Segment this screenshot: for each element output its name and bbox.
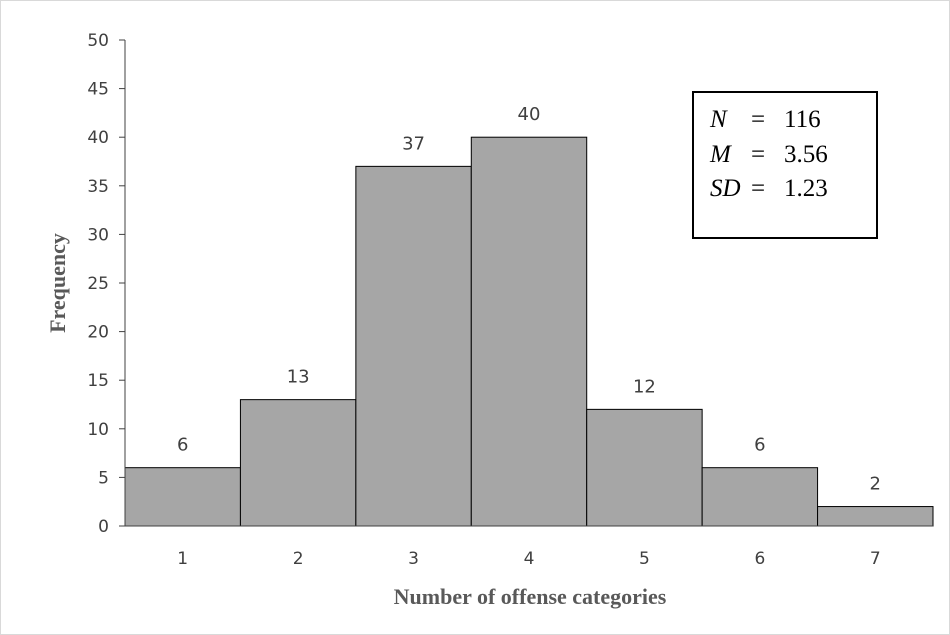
stat-sd-key: SD xyxy=(710,175,741,202)
x-tick-label-3: 3 xyxy=(408,549,419,569)
stat-m: M = 3.56 xyxy=(709,141,828,168)
x-tick-label-5: 5 xyxy=(639,549,650,569)
stat-sd: SD = 1.23 xyxy=(710,175,828,202)
stat-n: N = 116 xyxy=(709,106,821,133)
y-tick-label-35: 35 xyxy=(87,177,109,197)
y-tick-label-45: 45 xyxy=(87,80,109,100)
stat-m-value: 3.56 xyxy=(784,141,828,168)
bar-5 xyxy=(586,408,703,527)
data-label-2: 13 xyxy=(287,367,310,388)
x-tick-label-7: 7 xyxy=(870,549,881,569)
stats-box-border xyxy=(692,91,878,239)
data-label-1: 6 xyxy=(177,435,188,456)
y-tick-label-50: 50 xyxy=(87,31,109,51)
data-label-4: 40 xyxy=(518,104,541,125)
stat-m-key: M xyxy=(709,141,732,168)
stats-box: N = 116 M = 3.56 SD = 1.23 xyxy=(692,91,878,239)
y-axis-title: Frequency xyxy=(45,233,70,333)
stat-n-key: N xyxy=(709,106,728,133)
x-tick-label-6: 6 xyxy=(754,549,765,569)
data-label-6: 6 xyxy=(754,435,765,456)
data-label-5: 12 xyxy=(633,376,656,397)
y-tick-label-15: 15 xyxy=(87,371,109,391)
data-labels-group: 6 13 37 40 12 6 2 xyxy=(177,104,881,494)
bar-6 xyxy=(701,467,819,527)
x-tick-label-2: 2 xyxy=(293,549,304,569)
bar-7 xyxy=(817,506,934,527)
bar-2 xyxy=(239,399,357,527)
bars-group xyxy=(124,136,934,527)
stat-sd-eq: = xyxy=(751,175,765,202)
x-tick-label-1: 1 xyxy=(177,549,188,569)
stat-n-eq: = xyxy=(751,106,765,133)
bar-3 xyxy=(355,165,472,527)
x-ticks-group: 1 2 3 4 5 6 7 xyxy=(125,525,933,569)
y-tick-label-30: 30 xyxy=(87,225,109,245)
bar-4 xyxy=(470,136,588,527)
x-tick-label-4: 4 xyxy=(524,549,535,569)
y-tick-label-10: 10 xyxy=(87,420,109,440)
y-tick-label-40: 40 xyxy=(87,128,109,148)
stat-sd-value: 1.23 xyxy=(784,175,828,202)
data-label-3: 37 xyxy=(402,133,425,154)
stat-n-value: 116 xyxy=(784,106,821,133)
y-tick-label-0: 0 xyxy=(98,517,109,537)
data-label-7: 2 xyxy=(870,474,881,495)
y-tick-label-20: 20 xyxy=(87,323,109,343)
x-axis-title: Number of offense categories xyxy=(394,584,667,609)
y-tick-label-25: 25 xyxy=(87,274,109,294)
y-ticks-group: 0 5 10 15 20 25 30 35 40 45 50 xyxy=(87,31,125,537)
bar-1 xyxy=(124,467,241,527)
y-tick-label-5: 5 xyxy=(98,468,109,488)
stat-m-eq: = xyxy=(751,141,765,168)
